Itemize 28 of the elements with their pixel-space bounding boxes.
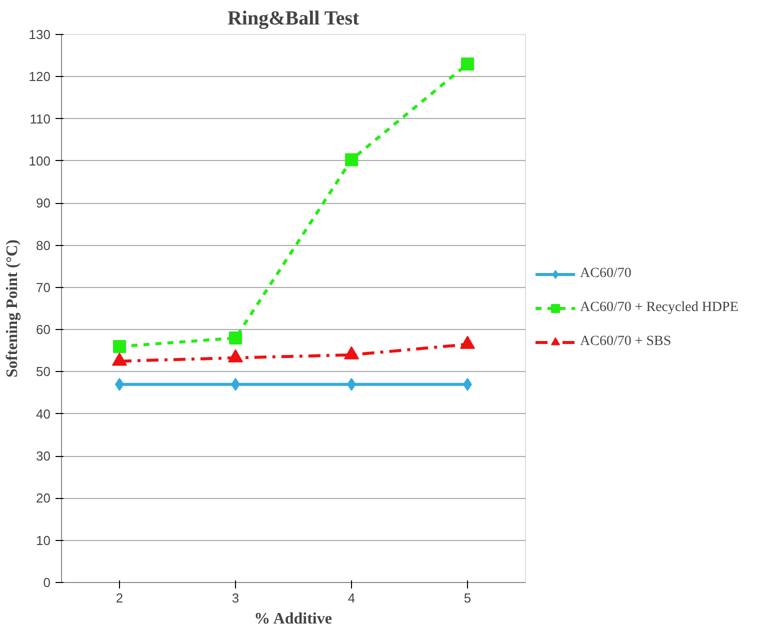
legend-label: AC60/70 + Recycled HDPE [580,300,738,316]
y-tick-label: 70 [36,280,51,295]
x-axis-title: % Additive [254,610,332,628]
chart-title: Ring&Ball Test [227,8,360,30]
point [229,332,242,345]
y-tick-label: 120 [28,69,51,84]
point [461,58,474,71]
x-tick-label: 4 [348,590,356,606]
y-tick-label: 10 [36,532,51,548]
x-tick-label: 5 [464,590,472,606]
y-tick-label: 0 [43,575,51,590]
y-tick-label: 130 [28,27,51,42]
y-tick-label: 90 [36,196,51,211]
point [345,153,358,166]
y-tick-label: 60 [36,322,51,338]
x-tick-label: 2 [116,590,124,606]
y-tick-label: 50 [36,364,51,380]
y-tick-label: 20 [36,490,51,506]
legend-label: AC60/70 [580,266,632,282]
y-tick-label: 80 [36,238,51,253]
y-tick-label: 30 [36,448,51,464]
y-tick-label: 110 [30,111,51,126]
y-tick-label: 40 [36,406,51,422]
point [113,340,126,353]
legend-label: AC60/70 + SBS [580,334,672,350]
y-axis-title: Softening Point (°C) [4,240,21,378]
y-tick-label: 100 [28,153,51,168]
x-tick-label: 3 [232,590,240,606]
